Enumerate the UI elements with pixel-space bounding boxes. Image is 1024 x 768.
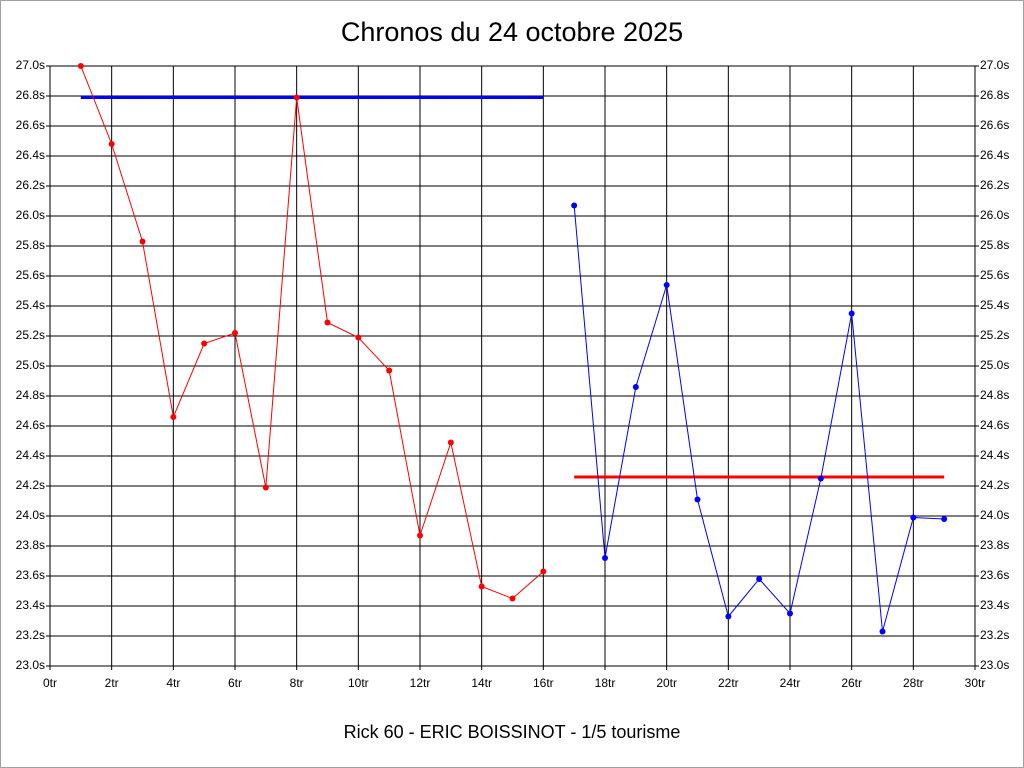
x-tick-label: 14tr — [471, 676, 492, 690]
y-tick-label: 25.2s — [16, 328, 45, 342]
data-point — [232, 330, 238, 336]
data-point — [910, 514, 917, 521]
y-tick-label: 26.0s — [16, 208, 45, 222]
data-point — [77, 63, 84, 69]
x-tick-label: 24tr — [780, 676, 801, 690]
y-tick-label: 26.2s — [16, 178, 45, 192]
data-point — [324, 319, 331, 326]
data-point — [941, 516, 948, 522]
chart-title: Chronos du 24 octobre 2025 — [341, 17, 683, 47]
data-point — [571, 202, 578, 209]
y2-tick-label: 23.2s — [980, 628, 1009, 642]
x-tick-label: 0tr — [43, 676, 57, 690]
y2-tick-label: 23.0s — [980, 658, 1009, 672]
x-tick-label: 4tr — [166, 676, 180, 690]
y-tick-label: 24.0s — [16, 508, 45, 522]
data-point — [478, 583, 485, 590]
x-tick-label: 28tr — [903, 676, 924, 690]
data-point — [262, 484, 269, 491]
data-point — [108, 141, 115, 147]
x-tick-label: 26tr — [841, 676, 862, 690]
x-tick-label: 16tr — [533, 676, 554, 690]
data-point — [509, 595, 516, 602]
y-tick-label: 26.4s — [16, 148, 45, 162]
data-point — [663, 282, 670, 288]
data-point — [632, 384, 639, 390]
y2-tick-label: 25.2s — [980, 328, 1009, 342]
y2-tick-label: 26.2s — [980, 178, 1009, 192]
y2-tick-label: 24.2s — [980, 478, 1009, 492]
y2-tick-label: 26.0s — [980, 208, 1009, 222]
data-point — [756, 576, 763, 582]
y-tick-label: 23.2s — [16, 628, 45, 642]
data-point — [602, 555, 608, 561]
y-tick-label: 25.6s — [16, 268, 45, 282]
y2-tick-label: 26.6s — [980, 118, 1009, 132]
y-tick-label: 24.6s — [16, 418, 45, 432]
data-point — [170, 414, 177, 420]
y-tick-label: 25.8s — [16, 238, 45, 252]
y2-tick-label: 23.4s — [980, 598, 1009, 612]
y-tick-label: 24.4s — [16, 448, 45, 462]
y2-tick-label: 25.4s — [980, 298, 1009, 312]
y-tick-label: 25.4s — [16, 298, 45, 312]
y-tick-label: 26.6s — [16, 118, 45, 132]
x-tick-label: 2tr — [105, 676, 119, 690]
y2-tick-label: 26.8s — [980, 88, 1009, 102]
y2-tick-label: 24.6s — [980, 418, 1009, 432]
data-point — [694, 496, 701, 503]
y2-tick-label: 25.6s — [980, 268, 1009, 282]
data-point — [386, 367, 393, 374]
y2-tick-label: 23.6s — [980, 568, 1009, 582]
y-tick-label: 26.8s — [16, 88, 45, 102]
x-tick-label: 6tr — [228, 676, 242, 690]
y-tick-label: 25.0s — [16, 358, 45, 372]
y2-tick-label: 24.0s — [980, 508, 1009, 522]
data-point — [355, 334, 362, 341]
y-tick-label: 24.2s — [16, 478, 45, 492]
data-point — [540, 568, 547, 575]
y2-tick-label: 24.4s — [980, 448, 1009, 462]
series-line — [80, 65, 544, 600]
x-tick-label: 12tr — [410, 676, 431, 690]
x-tick-label: 8tr — [290, 676, 304, 690]
y-tick-label: 23.4s — [16, 598, 45, 612]
y-tick-label: 24.8s — [16, 388, 45, 402]
data-point — [879, 628, 886, 635]
y-tick-label: 23.8s — [16, 538, 45, 552]
y2-tick-label: 25.0s — [980, 358, 1009, 372]
x-tick-label: 18tr — [595, 676, 616, 690]
y2-tick-label: 25.8s — [980, 238, 1009, 252]
data-point — [447, 439, 454, 446]
data-point — [817, 475, 824, 482]
data-point — [417, 532, 423, 539]
y2-tick-label: 23.8s — [980, 538, 1009, 552]
x-tick-label: 22tr — [718, 676, 739, 690]
data-point — [139, 238, 146, 245]
x-tick-label: 30tr — [965, 676, 986, 690]
x-tick-label: 10tr — [348, 676, 369, 690]
y-tick-label: 23.0s — [16, 658, 45, 672]
y2-tick-label: 27.0s — [980, 58, 1009, 72]
plot-border — [49, 65, 976, 667]
data-point — [293, 94, 300, 101]
x-axis-label: Rick 60 - ERIC BOISSINOT - 1/5 tourisme — [344, 722, 681, 742]
y2-tick-label: 26.4s — [980, 148, 1009, 162]
data-point — [201, 340, 208, 347]
y2-tick-label: 24.8s — [980, 388, 1009, 402]
x-tick-label: 20tr — [656, 676, 677, 690]
data-point — [787, 610, 793, 617]
data-point — [725, 613, 732, 620]
y-tick-label: 23.6s — [16, 568, 45, 582]
data-point — [848, 310, 855, 317]
y-tick-label: 27.0s — [16, 58, 45, 72]
